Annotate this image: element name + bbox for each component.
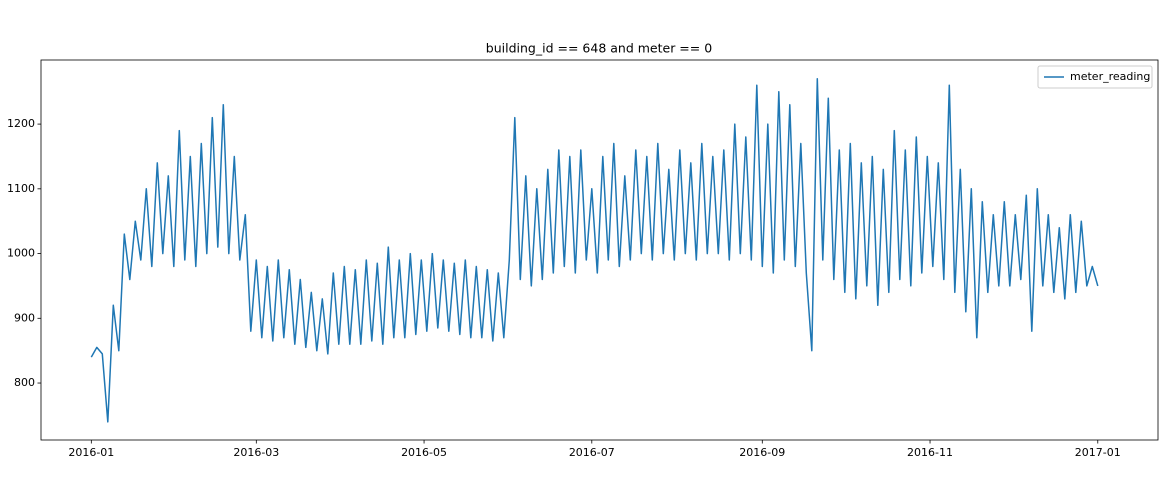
plot-frame bbox=[40, 59, 1159, 441]
y-tick-label: 800 bbox=[14, 376, 35, 389]
chart-title: building_id == 648 and meter == 0 bbox=[486, 41, 712, 56]
x-tick-label: 2016-11 bbox=[907, 446, 953, 459]
legend-label: meter_reading bbox=[1070, 70, 1150, 83]
y-tick-label: 1100 bbox=[7, 182, 35, 195]
x-tick-label: 2016-09 bbox=[739, 446, 785, 459]
x-tick-label: 2017-01 bbox=[1075, 446, 1121, 459]
x-tick-label: 2016-01 bbox=[68, 446, 114, 459]
y-tick-label: 1200 bbox=[7, 117, 35, 130]
legend-box bbox=[1037, 65, 1153, 89]
y-tick-label: 1000 bbox=[7, 247, 35, 260]
x-tick-label: 2016-03 bbox=[233, 446, 279, 459]
x-tick-label: 2016-07 bbox=[569, 446, 615, 459]
y-tick-label: 900 bbox=[14, 311, 35, 324]
data-line bbox=[90, 78, 1099, 423]
x-tick-label: 2016-05 bbox=[401, 446, 447, 459]
